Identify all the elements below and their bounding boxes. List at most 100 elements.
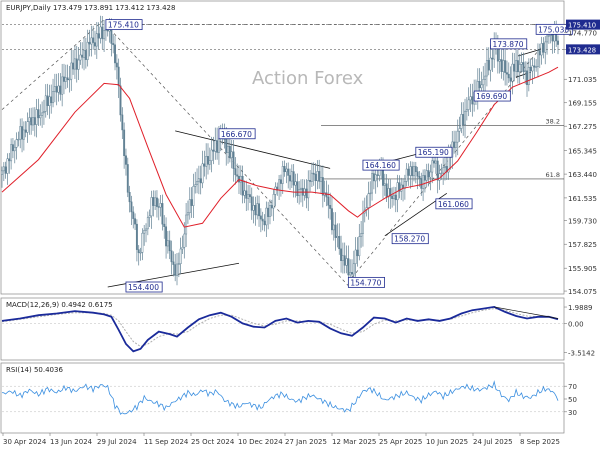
candle-body bbox=[309, 180, 312, 182]
candle-body bbox=[329, 205, 332, 209]
candle-body bbox=[52, 91, 54, 104]
candle-body bbox=[137, 249, 140, 253]
candle-body bbox=[259, 215, 262, 220]
x-tick-label-1: 13 Jun 2024 bbox=[50, 438, 93, 446]
candle-body bbox=[88, 41, 91, 45]
candle-body bbox=[420, 178, 423, 189]
candle-body bbox=[454, 141, 457, 148]
candle-body bbox=[265, 207, 268, 226]
candle-body bbox=[37, 109, 40, 119]
candle-body bbox=[538, 50, 541, 56]
candle-body bbox=[119, 85, 122, 116]
price-tick-label-157.825: 157.825 bbox=[568, 241, 597, 249]
candle-body bbox=[192, 186, 195, 206]
candle-body bbox=[50, 96, 53, 104]
candle-body bbox=[321, 177, 324, 196]
fib-label-38.2: 38.2 bbox=[546, 117, 560, 125]
candle-body bbox=[349, 272, 352, 276]
candle-body bbox=[172, 261, 175, 265]
candle-body bbox=[186, 212, 189, 216]
candle-body bbox=[504, 60, 507, 73]
candle-body bbox=[515, 60, 518, 72]
candle-body bbox=[75, 58, 78, 70]
candle-body bbox=[94, 42, 96, 47]
candle-body bbox=[13, 147, 16, 152]
rsi-tick-label-30: 30 bbox=[568, 409, 577, 417]
price-label-173.870: 173.870 bbox=[493, 40, 524, 49]
candle-body bbox=[557, 40, 559, 45]
trendline-upper-resistance bbox=[175, 130, 331, 169]
candle-body bbox=[212, 149, 215, 152]
macd-tick-label--3.5142: -3.5142 bbox=[568, 349, 595, 357]
candle-body bbox=[11, 144, 14, 152]
candle-body bbox=[156, 197, 158, 207]
candle-body bbox=[216, 140, 219, 153]
candle-body bbox=[531, 65, 534, 72]
candle-body bbox=[433, 160, 435, 164]
candle-body bbox=[340, 248, 343, 261]
candle-body bbox=[143, 230, 146, 234]
candle-body bbox=[135, 223, 138, 250]
price-label-175.030: 175.030 bbox=[538, 25, 569, 34]
candle-body bbox=[83, 50, 85, 58]
candle-body bbox=[81, 54, 84, 58]
candle-body bbox=[115, 62, 118, 68]
candle-body bbox=[66, 77, 69, 80]
chart-title: EURJPY,Daily 173.479 173.891 173.412 173… bbox=[6, 4, 175, 12]
candle-body bbox=[92, 37, 95, 43]
candle-body bbox=[44, 95, 47, 112]
candle-body bbox=[385, 183, 388, 198]
candle-body bbox=[95, 33, 98, 47]
candle-body bbox=[177, 263, 180, 265]
candle-body bbox=[341, 255, 344, 261]
candle-body bbox=[201, 163, 204, 184]
candle-body bbox=[281, 166, 284, 184]
candle-body bbox=[507, 73, 510, 79]
x-tick-label-9: 10 Jun 2025 bbox=[426, 438, 468, 446]
price-tick-label-167.275: 167.275 bbox=[568, 123, 597, 131]
price-label-box bbox=[415, 146, 453, 158]
candle-body bbox=[278, 179, 281, 191]
candle-body bbox=[392, 194, 395, 199]
candle-body bbox=[480, 84, 483, 89]
candle-body bbox=[152, 197, 155, 206]
candle-body bbox=[46, 95, 49, 106]
candle-body bbox=[427, 170, 430, 178]
price-tick-label-171.035: 171.035 bbox=[568, 76, 597, 84]
candle-body bbox=[442, 167, 445, 174]
candle-body bbox=[125, 155, 127, 165]
candle-body bbox=[290, 171, 293, 182]
candle-body bbox=[331, 208, 333, 231]
price-panel-frame bbox=[0, 0, 565, 295]
candle-body bbox=[471, 96, 474, 105]
candle-body bbox=[199, 178, 202, 184]
candle-body bbox=[154, 197, 157, 206]
candle-body bbox=[500, 59, 503, 72]
x-tick-label-3: 11 Sep 2024 bbox=[144, 438, 189, 446]
candle-body bbox=[310, 172, 313, 182]
candle-body bbox=[110, 27, 113, 44]
candle-body bbox=[165, 226, 168, 247]
candle-body bbox=[185, 214, 188, 235]
trendline-flag-upper bbox=[517, 48, 544, 57]
candle-body bbox=[245, 190, 248, 199]
candle-body bbox=[318, 171, 321, 182]
candle-body bbox=[356, 249, 359, 257]
candle-body bbox=[400, 184, 403, 192]
candle-body bbox=[33, 117, 36, 125]
candle-body bbox=[491, 57, 494, 60]
candle-body bbox=[8, 158, 11, 162]
candle-body bbox=[489, 57, 492, 71]
candle-body bbox=[300, 187, 302, 190]
candle-body bbox=[274, 186, 277, 195]
candle-body bbox=[146, 217, 149, 230]
price-label-164.160: 164.160 bbox=[365, 161, 396, 170]
x-tick-label-10: 24 Jul 2025 bbox=[473, 438, 513, 446]
candle-body bbox=[41, 112, 44, 116]
candle-body bbox=[101, 26, 104, 40]
candle-body bbox=[166, 240, 169, 247]
candle-body bbox=[176, 263, 178, 276]
price-label-box bbox=[391, 233, 429, 245]
candle-body bbox=[114, 44, 116, 64]
candle-body bbox=[391, 195, 394, 199]
